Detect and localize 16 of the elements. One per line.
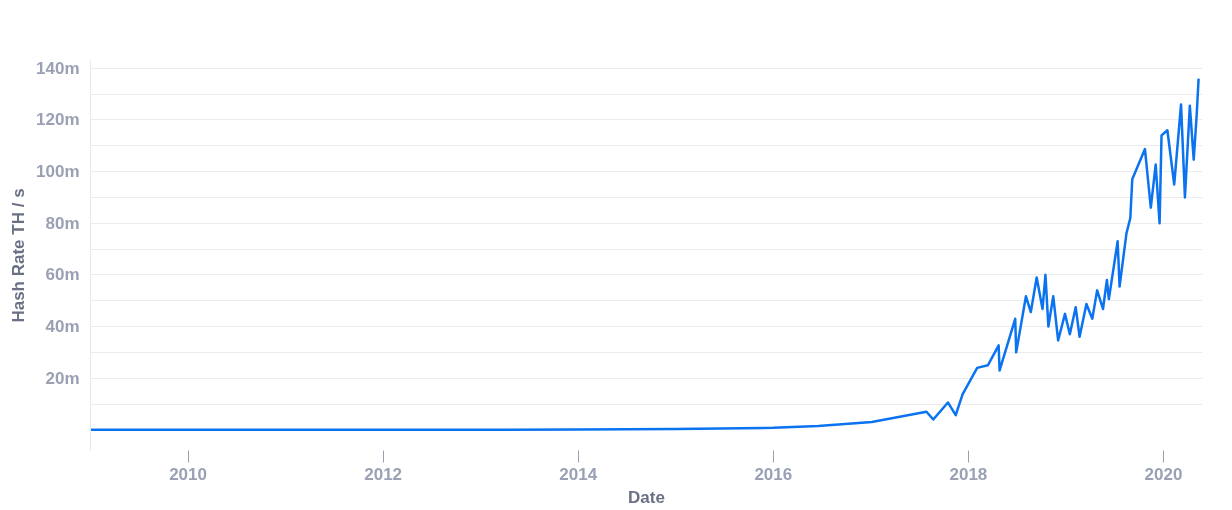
x-tick-label: 2018 [949, 464, 988, 484]
y-axis-title: Hash Rate TH / s [9, 188, 29, 323]
x-axis-title: Date [628, 487, 665, 507]
y-tick-label: 60m [45, 265, 80, 285]
y-tick-label: 120m [36, 110, 80, 130]
line-series [90, 77, 1200, 432]
x-tick-label: 2010 [169, 464, 207, 484]
y-tick-label: 80m [45, 213, 80, 233]
x-tick-label: 2014 [559, 464, 598, 484]
x-tick-label: 2012 [364, 464, 403, 484]
x-tick-label: 2020 [1144, 464, 1183, 484]
y-tick-label: 40m [45, 317, 80, 337]
x-tick-label: 2016 [754, 464, 793, 484]
y-tick-label: 140m [36, 58, 80, 78]
y-tick-label: 20m [45, 368, 80, 388]
y-tick-label: 100m [36, 162, 80, 182]
